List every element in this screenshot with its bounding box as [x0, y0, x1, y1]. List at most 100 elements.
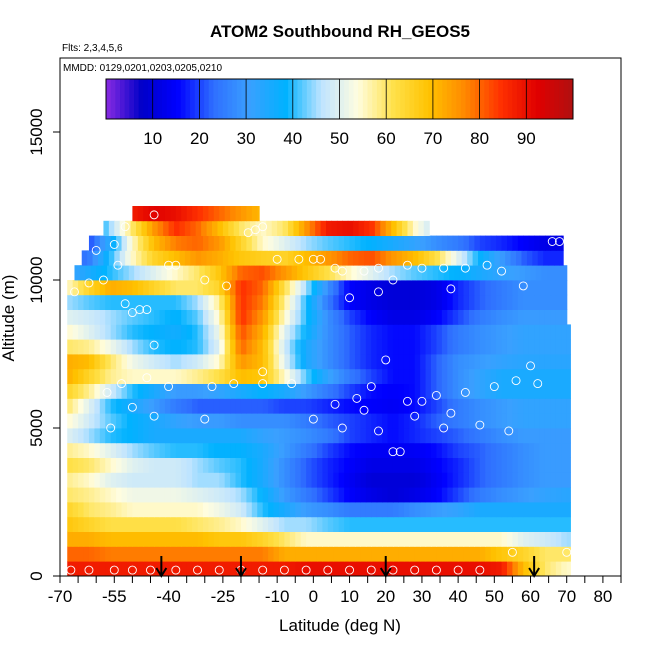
heatmap-cell	[94, 472, 101, 488]
heatmap-cell	[99, 294, 106, 310]
heatmap-cell	[441, 280, 448, 296]
chart-title: ATOM2 Southbound RH_GEOS5	[210, 22, 470, 41]
colorbar-swatch	[218, 79, 224, 119]
heatmap-cell	[170, 531, 177, 547]
heatmap-cell	[534, 502, 541, 518]
heatmap-cell	[143, 516, 150, 532]
heatmap-cell	[326, 220, 333, 236]
heatmap-cell	[192, 383, 199, 399]
heatmap-cell	[420, 339, 427, 355]
heatmap-cell	[354, 428, 362, 444]
heatmap-cell	[409, 294, 416, 310]
heatmap-cell	[360, 487, 367, 503]
heatmap-cell	[420, 383, 427, 399]
heatmap-cell	[219, 324, 226, 340]
heatmap-cell	[132, 457, 139, 473]
heatmap-cell	[414, 487, 421, 503]
heatmap-cell	[300, 531, 307, 547]
heatmap-cell	[425, 516, 432, 532]
heatmap-cell	[295, 413, 302, 429]
heatmap-cell	[125, 220, 132, 236]
heatmap-cell	[414, 413, 421, 429]
heatmap-cell	[555, 472, 562, 488]
heatmap-cell	[181, 206, 188, 222]
heatmap-cell	[534, 309, 541, 325]
heatmap-cell	[501, 502, 508, 518]
heatmap-cell	[485, 546, 492, 562]
heatmap-cell	[510, 250, 517, 266]
heatmap-cell	[268, 561, 275, 576]
heatmap-cell	[403, 368, 410, 384]
heatmap-cell	[132, 324, 139, 340]
heatmap-cell	[311, 502, 318, 518]
heatmap-cell	[398, 442, 405, 458]
observation-point	[395, 447, 405, 457]
heatmap-cell	[159, 280, 166, 296]
heatmap-cell	[420, 309, 427, 325]
heatmap-cell	[463, 280, 470, 296]
heatmap-cell	[403, 428, 410, 444]
heatmap-cell	[83, 472, 90, 488]
heatmap-cell	[496, 561, 503, 576]
heatmap-cell	[447, 502, 454, 518]
heatmap-cell	[479, 561, 486, 576]
heatmap-cell	[311, 546, 318, 562]
colorbar-swatch	[353, 79, 359, 119]
heatmap-cell	[268, 428, 275, 444]
heatmap-cell	[78, 339, 85, 355]
heatmap-cell	[172, 265, 179, 281]
heatmap-cell	[315, 250, 322, 266]
heatmap-cell	[213, 546, 220, 562]
heatmap-cell	[534, 235, 541, 251]
heatmap-cell	[164, 398, 171, 414]
heatmap-cell	[288, 250, 295, 266]
heatmap-cell	[506, 383, 514, 399]
heatmap-cell	[316, 413, 323, 429]
colorbar-swatch	[283, 79, 289, 119]
heatmap-cell	[170, 561, 177, 576]
heatmap-cell	[322, 561, 329, 576]
colorbar-swatch	[451, 79, 457, 119]
heatmap-cell	[338, 428, 345, 444]
heatmap-cell	[344, 487, 351, 503]
heatmap-cell	[148, 324, 155, 340]
heatmap-cell	[213, 368, 220, 384]
heatmap-cell	[539, 354, 546, 370]
heatmap-cell	[284, 428, 291, 444]
heatmap-cell	[181, 383, 188, 399]
heatmap-cell	[523, 516, 530, 532]
heatmap-cell	[230, 413, 237, 429]
heatmap-cell	[181, 561, 188, 576]
heatmap-cell	[266, 220, 273, 236]
colorbar-swatch	[395, 79, 401, 119]
observation-point	[200, 414, 210, 424]
heatmap-cell	[240, 294, 247, 310]
heatmap-cell	[164, 383, 171, 399]
observation-point	[117, 379, 126, 389]
heatmap-cell	[186, 457, 193, 473]
heatmap-cell	[496, 531, 503, 547]
heatmap-cell	[186, 546, 193, 562]
heatmap-cell	[436, 324, 443, 340]
colorbar-swatch	[162, 79, 168, 119]
heatmap-cell	[202, 502, 209, 518]
heatmap-cell	[110, 309, 117, 325]
observation-point	[403, 396, 412, 406]
heatmap-cell	[278, 472, 285, 488]
heatmap-cell	[121, 413, 128, 429]
colorbar-swatch	[474, 79, 481, 119]
heatmap-cell	[544, 487, 552, 503]
heatmap-cell	[175, 442, 182, 458]
heatmap-cell	[143, 546, 150, 562]
heatmap-cell	[213, 294, 220, 310]
heatmap-cell	[436, 413, 443, 429]
heatmap-cell	[360, 324, 367, 340]
heatmap-cell	[496, 472, 503, 488]
heatmap-cell	[425, 339, 432, 355]
heatmap-cell	[273, 368, 280, 384]
heatmap-cell	[555, 235, 562, 251]
heatmap-cell	[289, 472, 296, 488]
colorbar-swatch	[278, 79, 284, 119]
heatmap-cell	[273, 516, 280, 532]
